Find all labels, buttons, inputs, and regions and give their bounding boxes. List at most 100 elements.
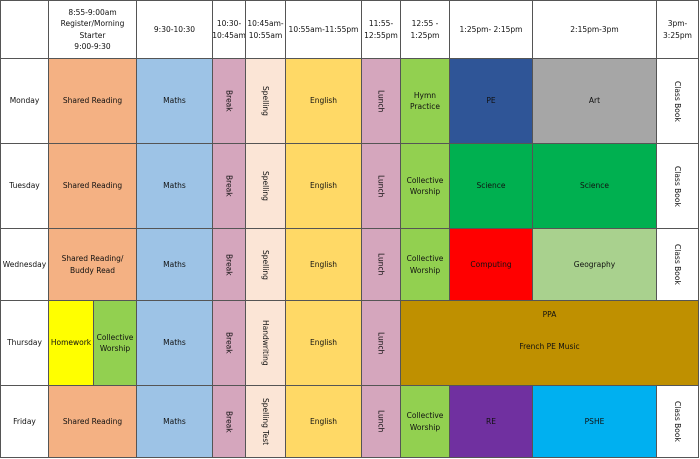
lesson-cell: Maths (136, 58, 213, 144)
lesson-cell: Spelling (245, 58, 286, 144)
cell-text: Break (224, 332, 234, 354)
lesson-cell: Break (212, 300, 246, 386)
cell-text: Homework (50, 338, 92, 348)
cell-text: Break (224, 90, 234, 112)
cell-text: 10:30-10:45am (212, 19, 246, 40)
cell-text: 12:55 - 1:25pm (410, 19, 440, 40)
header-cell: 10:30-10:45am (212, 0, 246, 59)
lesson-cell: English (285, 228, 362, 301)
lesson-cell: Art (532, 58, 657, 144)
lesson-cell: Computing (449, 228, 533, 301)
cell-text: English (309, 416, 338, 426)
cell-text: PPA (542, 310, 557, 319)
cell-text: Lunch (376, 410, 386, 433)
cell-text: French PE Music (519, 341, 580, 351)
day-cell: Thursday (0, 300, 49, 386)
header-cell: 12:55 - 1:25pm (400, 0, 450, 59)
cell-text: Handwriting (261, 320, 271, 366)
cell-text: Collective Worship (96, 332, 134, 353)
lesson-cell: Lunch (361, 58, 401, 144)
cell-text: Break (224, 175, 234, 197)
cell-text: Maths (163, 416, 186, 426)
lesson-cell: Break (212, 143, 246, 229)
cell-text: Class Book (673, 80, 683, 122)
lesson-cell: English (285, 300, 362, 386)
cell-text: Tuesday (9, 181, 40, 191)
cell-text: Collective Worship (406, 175, 444, 196)
lesson-cell: Hymn Practice (400, 58, 450, 144)
lesson-cell: Maths (136, 300, 213, 386)
lesson-cell: Homework (48, 300, 94, 386)
day-cell: Tuesday (0, 143, 49, 229)
lesson-cell: Class Book (656, 228, 699, 301)
lesson-cell: PE (449, 58, 533, 144)
cell-text: Spelling (261, 171, 271, 201)
cell-text: Collective Worship (406, 254, 444, 275)
cell-text: 11:55-12:55pm (364, 19, 398, 40)
day-cell: Wednesday (0, 228, 49, 301)
cell-text: 10:55am-11:55pm (288, 24, 359, 34)
header-cell: 9:30-10:30 (136, 0, 213, 59)
cell-text: Shared Reading (62, 96, 123, 106)
cell-text: Spelling (261, 249, 271, 280)
lesson-cell: Collective Worship (400, 228, 450, 301)
cell-text: English (309, 181, 338, 191)
cell-line: Register/Morning Starter (60, 19, 125, 40)
lesson-cell: Break (212, 58, 246, 144)
lesson-cell: Collective Worship (93, 300, 137, 386)
cell-text: Friday (13, 416, 36, 426)
header-cell: 2:15pm-3pm (532, 0, 657, 59)
header-cell: 10:45am-10:55am (245, 0, 286, 59)
cell-text: Lunch (376, 174, 386, 198)
lesson-cell: Maths (136, 228, 213, 301)
day-cell: Friday (0, 385, 49, 458)
header-cell: 10:55am-11:55pm (285, 0, 362, 59)
lesson-cell: Spelling Test (245, 385, 286, 458)
header-cell: 8:55-9:00am Register/Morning Starter 9:00-… (48, 0, 137, 59)
cell-text: Wednesday (2, 259, 47, 269)
cell-text: Maths (163, 259, 186, 269)
cell-line: 8:55-9:00am (68, 8, 117, 17)
corner-cell (0, 0, 49, 59)
cell-text: Maths (163, 338, 186, 348)
cell-text: Geography (573, 259, 616, 269)
cell-text: 10:45am-10:55am (247, 19, 284, 40)
cell-text: Monday (9, 96, 40, 106)
header-cell: 11:55-12:55pm (361, 0, 401, 59)
cell-text: Maths (163, 181, 186, 191)
lesson-cell: RE (449, 385, 533, 458)
cell-text: Class Book (673, 244, 683, 285)
lesson-cell: PSHE (532, 385, 657, 458)
day-cell: Monday (0, 58, 49, 144)
cell-text: Maths (163, 96, 186, 106)
lesson-cell: Maths (136, 385, 213, 458)
cell-text: Break (224, 410, 234, 433)
lesson-cell: Class Book (656, 385, 699, 458)
cell-text: Science (579, 181, 610, 191)
cell-text: PSHE (584, 416, 605, 426)
lesson-cell: Shared Reading (48, 58, 137, 144)
cell-text: English (309, 338, 338, 348)
cell-text: Break (224, 253, 234, 276)
lesson-cell: Spelling (245, 143, 286, 229)
cell-text: 3pm-3:25pm (663, 19, 692, 40)
cell-line: 9:00-9:30 (74, 41, 111, 51)
cell-text: Class Book (673, 165, 683, 207)
cell-text: Spelling (261, 86, 271, 116)
cell-text: 1:25pm- 2:15pm (459, 24, 523, 34)
cell-text: Shared Reading (62, 181, 123, 191)
cell-text: Science (476, 181, 506, 191)
lesson-cell: Collective Worship (400, 143, 450, 229)
cell-text: Collective Worship (406, 411, 444, 432)
lesson-cell: English (285, 58, 362, 144)
lesson-cell: Break (212, 228, 246, 301)
cell-text: PE (486, 96, 496, 106)
lesson-cell: Class Book (656, 143, 699, 229)
cell-text: English (309, 259, 338, 269)
lesson-cell: English (285, 143, 362, 229)
cell-text: 9:30-10:30 (153, 24, 196, 34)
lesson-cell: Geography (532, 228, 657, 301)
lesson-cell: Shared Reading (48, 143, 137, 229)
lesson-cell: English (285, 385, 362, 458)
